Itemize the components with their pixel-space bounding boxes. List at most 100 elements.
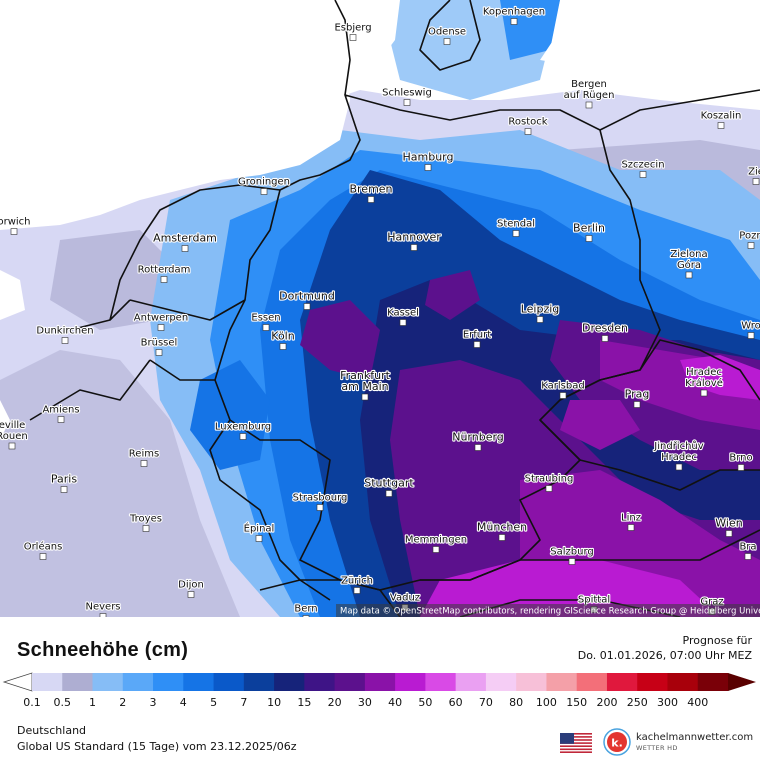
city-label: Wien	[715, 517, 742, 530]
city-label: Antwerpen	[134, 313, 188, 324]
city-marker-icon	[60, 486, 68, 493]
city-straubing[interactable]: Straubing	[524, 472, 574, 492]
scale-swatch	[516, 673, 547, 691]
city-dresden[interactable]: Dresden	[581, 320, 629, 342]
city-dortmund[interactable]: Dortmund	[278, 288, 336, 310]
legend-title: Schneehöhe (cm)	[17, 639, 189, 661]
city-zie[interactable]: Zie	[747, 165, 760, 185]
city-odense[interactable]: Odense	[427, 25, 467, 45]
city-hamburg[interactable]: Hamburg	[401, 149, 455, 171]
city-stuttgart[interactable]: Stuttgart	[363, 475, 416, 497]
city-stendal[interactable]: Stendal	[496, 217, 536, 237]
scale-tick-label: 0.5	[53, 696, 72, 709]
city-memmingen[interactable]: Memmingen	[404, 533, 468, 553]
city-marker-icon	[385, 490, 393, 497]
city-bern[interactable]: Bern	[293, 602, 319, 618]
city-wien[interactable]: Wien	[714, 515, 744, 537]
city-szczecin[interactable]: Szczecin	[620, 158, 666, 178]
city-wro[interactable]: Wro	[740, 319, 760, 339]
scale-swatch	[364, 673, 396, 691]
city-nürnberg[interactable]: Nürnberg	[451, 429, 505, 451]
city-prag[interactable]: Prag	[624, 386, 650, 408]
city-kopenhagen[interactable]: Kopenhagen	[482, 5, 546, 25]
city-amiens[interactable]: Amiens	[41, 403, 81, 423]
city-karlsbad[interactable]: Karlsbad	[540, 379, 586, 399]
city-groningen[interactable]: Groningen	[237, 175, 291, 195]
scale-tick-label: 100	[535, 696, 557, 709]
scale-tick-label: 3	[149, 696, 157, 709]
city-kassel[interactable]: Kassel	[386, 306, 420, 326]
scale-arrow-right-icon	[728, 673, 756, 691]
scale-tick-label: 1	[89, 696, 97, 709]
city-essen[interactable]: Essen	[250, 311, 282, 331]
city-marker-icon	[424, 164, 432, 171]
city-marker-icon	[474, 444, 482, 451]
city-hannover[interactable]: Hannover	[386, 229, 442, 251]
city-marker-icon	[279, 343, 287, 350]
city-troyes[interactable]: Troyes	[128, 512, 163, 532]
scale-tick-label: 10	[267, 696, 282, 709]
city-berlin[interactable]: Berlin	[572, 220, 606, 242]
us-flag-icon[interactable]	[560, 733, 592, 753]
city-zürich[interactable]: Zürich	[340, 574, 374, 594]
city-marker-icon	[443, 38, 451, 45]
city-label: Berlin	[573, 222, 605, 235]
city-label: am Main	[341, 380, 388, 393]
city-köln[interactable]: Köln	[270, 328, 296, 350]
city-label: Troyes	[129, 514, 162, 525]
city-rostock[interactable]: Rostock	[507, 115, 549, 135]
scale-tick-label: 50	[418, 696, 433, 709]
city-dijon[interactable]: Dijon	[177, 578, 205, 598]
city-label: München	[477, 521, 527, 534]
city-bratislava[interactable]: Bra	[738, 540, 758, 560]
city-label: Épinal	[244, 522, 275, 535]
city-label: Nürnberg	[452, 431, 504, 444]
city-label: Memmingen	[405, 535, 467, 546]
city-koszalin[interactable]: Koszalin	[700, 109, 742, 129]
city-marker-icon	[747, 242, 755, 249]
map-canvas[interactable]: Kopenhagen Esbjerg Odense Schleswig Bergenau…	[0, 0, 760, 617]
city-pozn[interactable]: Pozn	[738, 229, 760, 249]
city-antwerpen[interactable]: Antwerpen	[133, 311, 189, 331]
city-schleswig[interactable]: Schleswig	[381, 86, 433, 106]
city-reims[interactable]: Reims	[128, 447, 160, 467]
city-brno[interactable]: Brno	[728, 451, 754, 471]
city-épinal[interactable]: Épinal	[243, 520, 275, 542]
city-norwich[interactable]: orwich	[0, 215, 32, 235]
country-borders	[29, 0, 760, 617]
city-münchen[interactable]: München	[476, 519, 528, 541]
scale-swatch	[425, 673, 457, 691]
kachelmann-logo-icon[interactable]: k.	[603, 728, 631, 756]
city-nevers[interactable]: Nevers	[84, 600, 122, 618]
city-marker-icon	[181, 245, 189, 252]
city-marker-icon	[524, 128, 532, 135]
city-dunkirchen[interactable]: Dunkirchen	[35, 324, 95, 344]
snow-depth-map[interactable]: Kopenhagen Esbjerg Odense Schleswig Bergen au…	[0, 0, 760, 617]
city-marker-icon	[316, 504, 324, 511]
city-paris[interactable]: Paris	[50, 471, 78, 493]
city-bremen[interactable]: Bremen	[348, 181, 394, 203]
city-marker-icon	[61, 337, 69, 344]
city-amsterdam[interactable]: Amsterdam	[152, 230, 218, 252]
city-linz[interactable]: Linz	[620, 511, 642, 531]
city-leipzig[interactable]: Leipzig	[520, 301, 560, 323]
scale-swatch	[455, 673, 487, 691]
city-marker-icon	[140, 460, 148, 467]
city-rotterdam[interactable]: Rotterdam	[137, 263, 191, 283]
city-erfurt[interactable]: Erfurt	[462, 328, 492, 348]
city-label: Hannover	[387, 231, 441, 244]
city-brüssel[interactable]: Brüssel	[140, 336, 178, 356]
city-orléans[interactable]: Orléans	[23, 539, 63, 560]
city-rouen[interactable]: evilleRouen	[0, 419, 29, 450]
city-luxemburg[interactable]: Luxemburg	[214, 420, 272, 440]
city-marker-icon	[361, 393, 369, 401]
city-salzburg[interactable]: Salzburg	[549, 545, 595, 565]
scale-tick-label: 400	[687, 696, 709, 709]
city-esbjerg[interactable]: Esbjerg	[333, 21, 373, 41]
city-strasbourg[interactable]: Strasbourg	[291, 491, 349, 511]
